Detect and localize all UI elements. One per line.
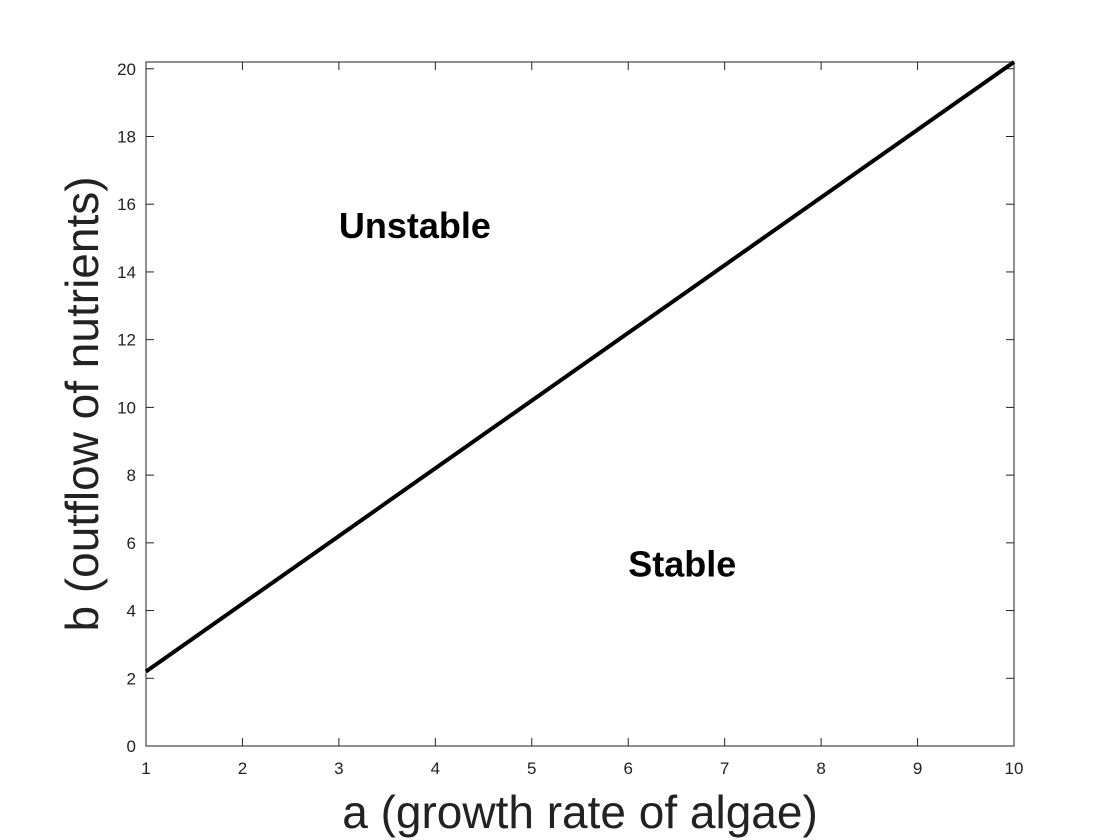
x-tick-label: 6	[623, 759, 632, 778]
x-tick-label: 7	[720, 759, 729, 778]
y-tick-label: 16	[117, 195, 136, 214]
y-tick-label: 18	[117, 127, 136, 146]
stability-boundary-line	[144, 60, 1016, 674]
x-tick-label: 2	[238, 759, 247, 778]
y-tick-label: 2	[127, 669, 136, 688]
x-tick-label: 4	[431, 759, 440, 778]
y-tick-label: 4	[127, 602, 136, 621]
region-label: Stable	[628, 544, 736, 585]
y-axis-ticks: 0 2 4 6 8 10 12 14 16 18 20	[117, 60, 1014, 756]
y-tick-label: 20	[117, 60, 136, 79]
x-tick-label: 9	[913, 759, 922, 778]
region-label: Unstable	[339, 205, 491, 246]
y-axis-title: b (outflow of nutrients)	[56, 176, 108, 631]
x-tick-label: 8	[816, 759, 825, 778]
y-tick-label: 0	[127, 737, 136, 756]
y-tick-label: 8	[127, 466, 136, 485]
annotation-layer: Unstable Stable	[339, 205, 736, 585]
series-layer	[144, 60, 1016, 674]
plot-area	[145, 61, 1015, 747]
x-tick-label: 5	[527, 759, 536, 778]
y-tick-label: 10	[117, 398, 136, 417]
y-tick-label: 14	[117, 263, 136, 282]
y-tick-label: 6	[127, 534, 136, 553]
x-tick-label: 3	[334, 759, 343, 778]
x-tick-label: 1	[141, 759, 150, 778]
x-axis-title: a (growth rate of algae)	[342, 786, 818, 838]
x-tick-label: 10	[1005, 759, 1024, 778]
y-tick-label: 12	[117, 331, 136, 350]
